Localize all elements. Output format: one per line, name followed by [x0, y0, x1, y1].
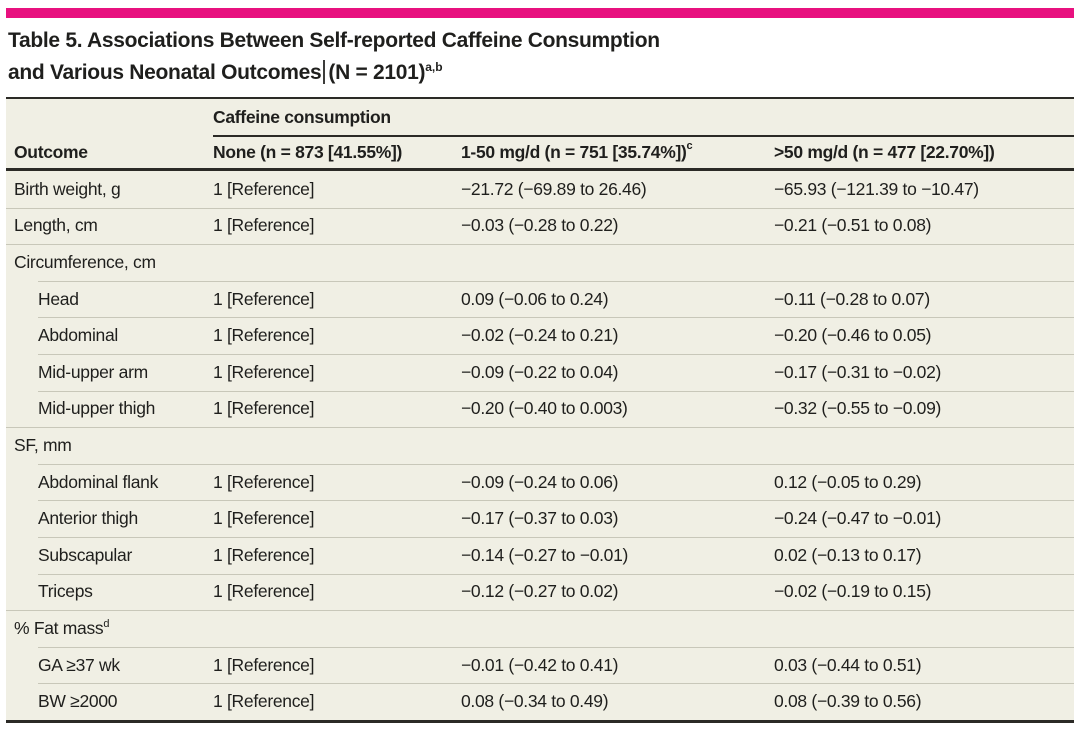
table-title-block: Table 5. Associations Between Self-repor… [6, 18, 1074, 99]
none-cell: 1 [Reference] [213, 471, 315, 492]
table-row-head: Head 1 [Reference] 0.09 (−0.06 to 0.24) … [6, 280, 1074, 318]
table-body: Birth weight, g 1 [Reference] −21.72 (−6… [6, 171, 1074, 720]
table-title-n: (N = 2101) [328, 61, 426, 84]
table-row-group-fat-mass: % Fat massd [6, 610, 1074, 647]
low-dose-cell: −0.02 (−0.24 to 0.21) [461, 325, 619, 346]
high-dose-cell: 0.03 (−0.44 to 0.51) [774, 654, 922, 675]
header-columns-row: Outcome None (n = 873 [41.55%]) 1-50 mg/… [6, 137, 1074, 168]
low-dose-cell: 0.09 (−0.06 to 0.24) [461, 288, 609, 309]
table-row-group-sf: SF, mm [6, 427, 1074, 464]
none-cell: 1 [Reference] [213, 581, 315, 602]
table-row-length: Length, cm 1 [Reference] −0.03 (−0.28 to… [6, 207, 1074, 245]
low-dose-cell: −21.72 (−69.89 to 26.46) [461, 178, 647, 199]
outcome-label: GA ≥37 wk [38, 654, 120, 675]
high-dose-cell: −0.24 (−0.47 to −0.01) [774, 508, 942, 529]
table-row-anterior-thigh: Anterior thigh 1 [Reference] −0.17 (−0.3… [6, 500, 1074, 537]
outcome-label: Head [38, 288, 79, 309]
low-dose-cell: −0.09 (−0.24 to 0.06) [461, 471, 619, 492]
high-dose-cell: −0.02 (−0.19 to 0.15) [774, 581, 932, 602]
low-dose-cell: −0.17 (−0.37 to 0.03) [461, 508, 619, 529]
accent-bar [6, 8, 1074, 18]
column-header-low-dose: 1-50 mg/d (n = 751 [35.74%])c [461, 140, 774, 163]
table-title-line1: Table 5. Associations Between Self-repor… [8, 29, 660, 52]
high-dose-cell: −0.32 (−0.55 to −0.09) [774, 398, 942, 419]
none-cell: 1 [Reference] [213, 215, 315, 236]
table-header: Caffeine consumption Outcome None (n = 8… [6, 99, 1074, 171]
high-dose-cell: −0.20 (−0.46 to 0.05) [774, 325, 932, 346]
none-cell: 1 [Reference] [213, 325, 315, 346]
outcome-label: Mid-upper arm [38, 361, 148, 382]
table-row-triceps: Triceps 1 [Reference] −0.12 (−0.27 to 0.… [6, 573, 1074, 611]
column-header-none: None (n = 873 [41.55%]) [213, 142, 403, 162]
table-title-line2-text: and Various Neonatal Outcomes [8, 61, 322, 84]
none-cell: 1 [Reference] [213, 654, 315, 675]
column-header-low-dose-text: 1-50 mg/d (n = 751 [35.74%]) [461, 142, 687, 162]
table-row-bw-2000: BW ≥2000 1 [Reference] 0.08 (−0.34 to 0.… [6, 683, 1074, 720]
low-dose-cell: −0.09 (−0.22 to 0.04) [461, 361, 619, 382]
column-group-header: Caffeine consumption [213, 99, 1074, 137]
table-title-line2: and Various Neonatal Outcomes (N = 2101)a… [8, 54, 1064, 86]
low-dose-footnote-sup: c [686, 140, 693, 153]
low-dose-cell: 0.08 (−0.34 to 0.49) [461, 691, 609, 712]
outcome-label: Birth weight, g [14, 178, 121, 199]
outcome-group-label-text: % Fat mass [14, 617, 104, 638]
outcome-label: Abdominal flank [38, 471, 159, 492]
table-row-group-circumference: Circumference, cm [6, 244, 1074, 281]
high-dose-cell: −0.17 (−0.31 to −0.02) [774, 361, 942, 382]
header-group-row: Caffeine consumption [6, 99, 1074, 137]
title-footnote-sup: a,b [425, 60, 443, 74]
high-dose-cell: −0.11 (−0.28 to 0.07) [774, 288, 930, 309]
high-dose-cell: 0.08 (−0.39 to 0.56) [774, 691, 922, 712]
high-dose-cell: 0.02 (−0.13 to 0.17) [774, 544, 922, 565]
text-cursor [323, 60, 326, 84]
table-row-mid-upper-arm: Mid-upper arm 1 [Reference] −0.09 (−0.22… [6, 353, 1074, 391]
caffeine-outcomes-table: Caffeine consumption Outcome None (n = 8… [6, 99, 1074, 723]
outcome-label: Abdominal [38, 325, 118, 346]
table-row-ga-37wk: GA ≥37 wk 1 [Reference] −0.01 (−0.42 to … [6, 646, 1074, 684]
outcome-group-label: SF, mm [14, 434, 72, 455]
outcome-label: BW ≥2000 [38, 691, 118, 712]
none-cell: 1 [Reference] [213, 288, 315, 309]
fat-mass-footnote-sup: d [103, 618, 110, 631]
outcome-label: Mid-upper thigh [38, 398, 156, 419]
high-dose-cell: 0.12 (−0.05 to 0.29) [774, 471, 922, 492]
none-cell: 1 [Reference] [213, 544, 315, 565]
none-cell: 1 [Reference] [213, 398, 315, 419]
table-row-abdominal-flank: Abdominal flank 1 [Reference] −0.09 (−0.… [6, 463, 1074, 501]
none-cell: 1 [Reference] [213, 508, 315, 529]
low-dose-cell: −0.03 (−0.28 to 0.22) [461, 215, 619, 236]
header-group-spacer [6, 99, 213, 137]
none-cell: 1 [Reference] [213, 691, 315, 712]
table-row-mid-upper-thigh: Mid-upper thigh 1 [Reference] −0.20 (−0.… [6, 390, 1074, 428]
column-header-high-dose: >50 mg/d (n = 477 [22.70%]) [774, 142, 995, 162]
high-dose-cell: −0.21 (−0.51 to 0.08) [774, 215, 932, 236]
outcome-label: Triceps [38, 581, 93, 602]
outcome-label: Anterior thigh [38, 508, 138, 529]
high-dose-cell: −65.93 (−121.39 to −10.47) [774, 178, 979, 199]
page: Table 5. Associations Between Self-repor… [6, 8, 1074, 723]
table-row-birth-weight: Birth weight, g 1 [Reference] −21.72 (−6… [6, 171, 1074, 208]
outcome-label: Length, cm [14, 215, 98, 236]
low-dose-cell: −0.20 (−0.40 to 0.003) [461, 398, 628, 419]
low-dose-cell: −0.12 (−0.27 to 0.02) [461, 581, 619, 602]
outcome-label: Subscapular [38, 544, 132, 565]
low-dose-cell: −0.14 (−0.27 to −0.01) [461, 544, 629, 565]
none-cell: 1 [Reference] [213, 361, 315, 382]
none-cell: 1 [Reference] [213, 178, 315, 199]
column-header-outcome: Outcome [14, 142, 88, 162]
outcome-group-label: % Fat massd [6, 618, 213, 639]
low-dose-cell: −0.01 (−0.42 to 0.41) [461, 654, 619, 675]
table-row-subscapular: Subscapular 1 [Reference] −0.14 (−0.27 t… [6, 536, 1074, 574]
outcome-group-label: Circumference, cm [14, 251, 156, 272]
table-row-abdominal: Abdominal 1 [Reference] −0.02 (−0.24 to … [6, 317, 1074, 354]
